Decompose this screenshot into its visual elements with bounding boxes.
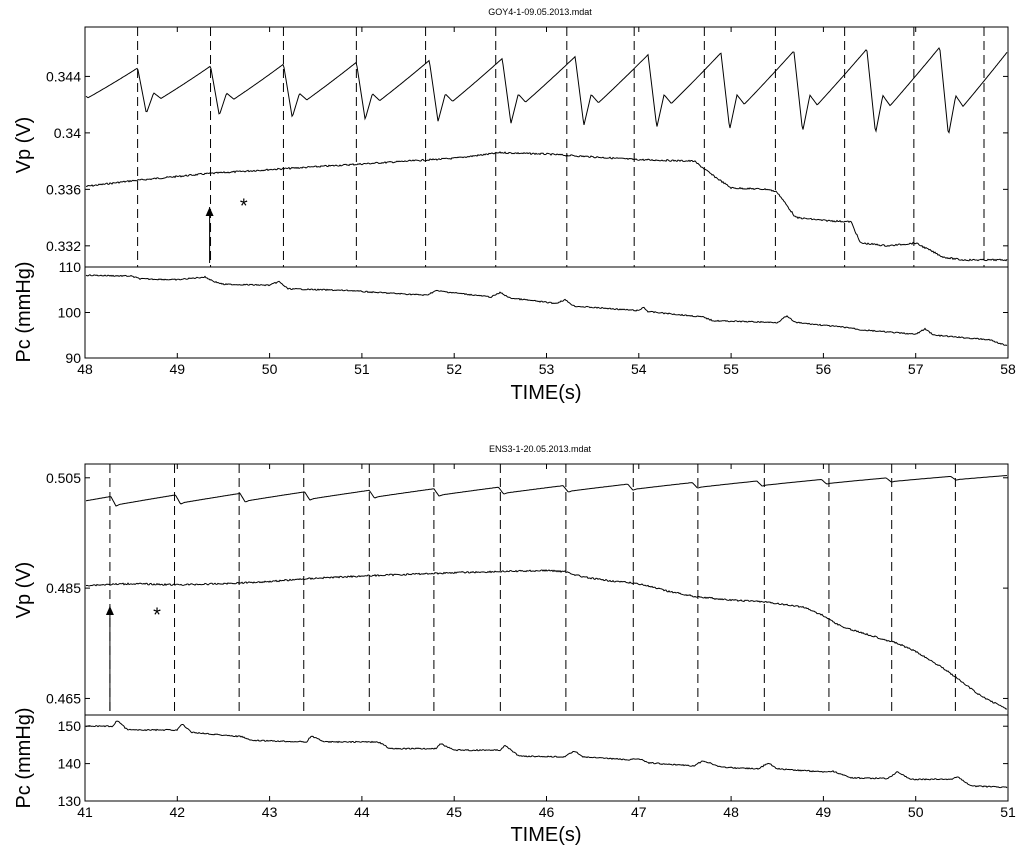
chart-2-pc-panel: Pc (mmHg) 130 140 150 (13, 707, 1009, 809)
chart-1: GOY4-1-09.05.2013.mdat Vp (V) 0.332 0.336… (13, 7, 1016, 404)
x-tick-label: 53 (539, 361, 555, 377)
x-tick-label: 42 (170, 804, 186, 820)
x-tick-label: 46 (539, 804, 555, 820)
vp-pulsatile-line (85, 475, 1008, 507)
y-tick-label: 0.34 (54, 125, 81, 141)
x-tick-label: 49 (816, 804, 832, 820)
chart-1-vp-ylabel: Vp (V) (13, 117, 35, 174)
x-tick-label: 44 (354, 804, 370, 820)
y-tick-label: 0.465 (46, 690, 81, 706)
chart-2: ENS3-1-20.05.2013.mdat Vp (V) 0.465 0.485… (13, 444, 1016, 846)
y-tick-label: 0.485 (46, 580, 81, 596)
asterisk-annotation: * (240, 195, 248, 217)
y-tick-label: 0.505 (46, 470, 81, 486)
chart-2-pc-frame (84, 714, 1009, 802)
x-tick-label: 43 (262, 804, 278, 820)
x-tick-label: 50 (908, 804, 924, 820)
chart-1-pc-ylabel: Pc (mmHg) (13, 261, 35, 362)
y-tick-label: 90 (65, 350, 81, 366)
x-tick-label: 50 (262, 361, 278, 377)
x-tick-label: 55 (723, 361, 739, 377)
x-tick-label: 45 (446, 804, 462, 820)
x-tick-label: 41 (77, 804, 93, 820)
x-tick-label: 51 (1000, 804, 1016, 820)
x-tick-label: 49 (170, 361, 186, 377)
chart-2-vp-frame (84, 463, 1009, 716)
arrow-head (105, 606, 114, 615)
x-tick-label: 48 (77, 361, 93, 377)
y-tick-label: 0.344 (46, 68, 81, 84)
y-tick-label: 130 (58, 793, 82, 809)
y-tick-label: 150 (58, 718, 82, 734)
chart-2-pc-ylabel: Pc (mmHg) (13, 707, 35, 808)
y-tick-label: 100 (58, 305, 82, 321)
x-tick-label: 54 (631, 361, 647, 377)
y-tick-label: 110 (59, 259, 82, 275)
y-tick-label: 0.332 (46, 238, 81, 254)
asterisk-annotation: * (153, 605, 161, 627)
x-tick-label: 51 (354, 361, 370, 377)
chart-1-xlabel: TIME(s) (510, 382, 581, 404)
x-tick-label: 57 (908, 361, 924, 377)
chart-1-title: GOY4-1-09.05.2013.mdat (488, 7, 592, 17)
chart-2-xlabel: TIME(s) (510, 824, 581, 846)
vp-baseline-line (85, 569, 1008, 710)
vp-baseline-line (86, 151, 1008, 262)
chart-1-vp-frame (84, 26, 1009, 268)
x-tick-label: 47 (631, 804, 647, 820)
chart-1-pc-frame (84, 266, 1009, 359)
chart-2-vp-panel: Vp (V) 0.465 0.485 0.505 * (13, 463, 1009, 716)
pc-line (85, 720, 1008, 789)
vp-pulsatile-line (85, 47, 1008, 134)
x-tick-label: 52 (446, 361, 462, 377)
arrow-head (205, 207, 214, 216)
x-tick-label: 58 (1000, 361, 1016, 377)
y-tick-label: 0.336 (46, 181, 81, 197)
pc-line (85, 274, 1008, 347)
y-tick-label: 140 (58, 756, 82, 772)
chart-1-pc-panel: Pc (mmHg) 90 100 110 (13, 259, 1009, 366)
chart-2-title: ENS3-1-20.05.2013.mdat (489, 444, 592, 454)
x-tick-label: 48 (723, 804, 739, 820)
chart-2-vp-ylabel: Vp (V) (13, 562, 35, 619)
chart-1-vp-panel: Vp (V) 0.332 0.336 0.34 0.344 * (13, 26, 1009, 268)
x-tick-label: 56 (816, 361, 832, 377)
